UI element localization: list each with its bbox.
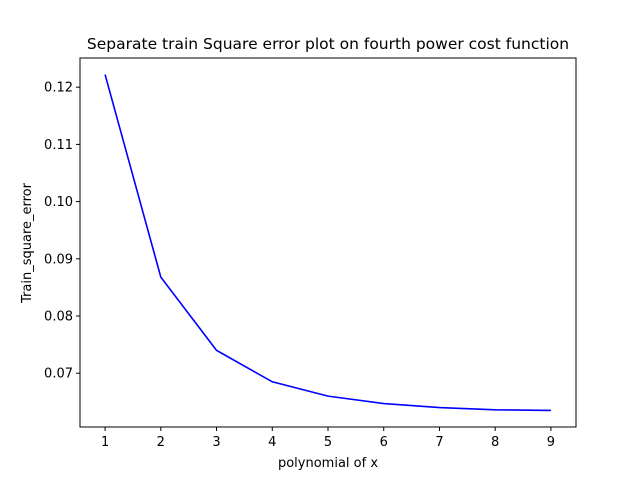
x-tick-label: 8 — [491, 435, 499, 450]
y-axis-ticks: 0.07 0.08 0.09 0.10 0.11 0.12 — [44, 81, 80, 382]
x-axis-ticks: 1 2 3 4 5 6 7 8 9 — [101, 427, 555, 450]
x-tick-label: 7 — [435, 435, 443, 450]
x-tick-label: 3 — [212, 435, 220, 450]
plot-frame — [79, 57, 577, 428]
y-tick-label: 0.12 — [44, 81, 73, 96]
x-tick-label: 5 — [324, 435, 332, 450]
x-tick-label: 1 — [101, 435, 109, 450]
y-tick-label: 0.07 — [44, 367, 73, 382]
x-tick-label: 9 — [547, 435, 555, 450]
chart-title: Separate train Square error plot on four… — [87, 35, 569, 53]
x-axis-label: polynomial of x — [278, 456, 378, 471]
x-tick-label: 4 — [268, 435, 276, 450]
plot-area — [80, 58, 576, 427]
y-axis-label: Train_square_error — [20, 182, 35, 304]
x-tick-label: 2 — [157, 435, 165, 450]
y-tick-label: 0.10 — [44, 195, 73, 210]
series-points — [105, 74, 551, 411]
y-tick-label: 0.09 — [44, 252, 73, 267]
x-tick-label: 6 — [380, 435, 388, 450]
y-tick-label: 0.11 — [44, 138, 73, 153]
y-tick-label: 0.08 — [44, 310, 73, 325]
